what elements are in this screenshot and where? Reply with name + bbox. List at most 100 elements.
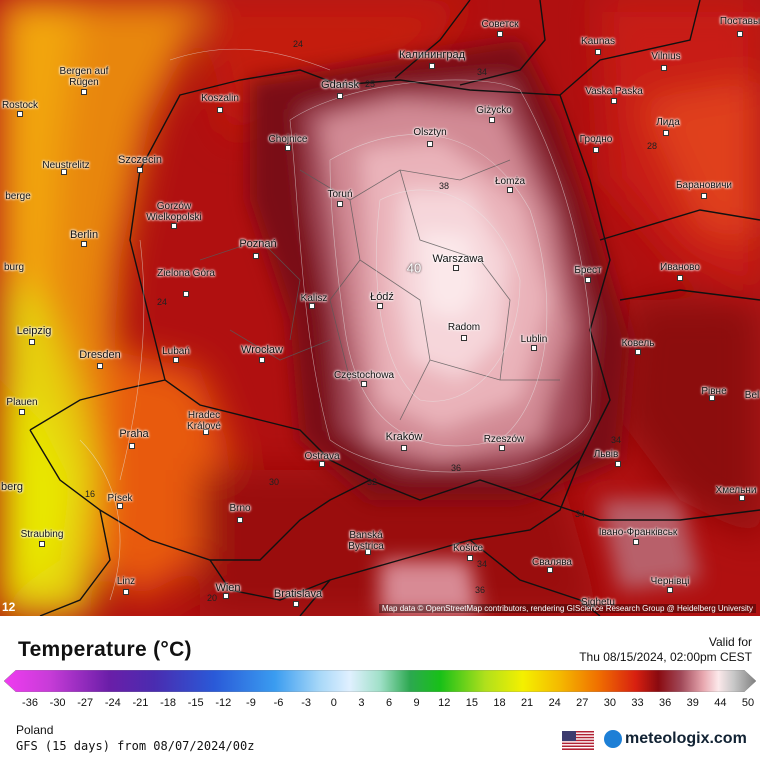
scale-tick-label: 9 <box>413 697 420 709</box>
scale-tick-label: -18 <box>160 697 177 709</box>
frame-badge: 12 <box>2 600 16 614</box>
valid-time: Thu 08/15/2024, 02:00pm CEST <box>579 650 752 664</box>
city-label: Berlin <box>69 229 99 241</box>
temperature-map[interactable]: Советск Поставы Kaunas Vilnius Калинингр… <box>0 0 760 616</box>
city-label: Hradec Králové <box>187 410 221 432</box>
city-label: Zielona Góra <box>157 268 215 279</box>
city-label: berge <box>5 191 31 202</box>
city-label: Poznań <box>239 238 277 250</box>
isotherm-label: 24 <box>156 297 168 307</box>
scale-tick-label: 12 <box>438 697 451 709</box>
scale-tick-label: 39 <box>686 697 699 709</box>
isotherm-label: 16 <box>84 489 96 499</box>
city-label: Гродно <box>579 134 613 145</box>
isotherm-label: 36 <box>450 463 462 473</box>
map-title: Temperature (°C) <box>18 638 192 661</box>
city-label: Gdańsk <box>321 79 359 91</box>
city-label: Košice <box>452 543 484 554</box>
city-label: Kaunas <box>581 36 615 47</box>
city-label: Иваново <box>660 262 700 273</box>
scale-tick-label: -24 <box>104 697 121 709</box>
city-label: Свалява <box>532 557 572 568</box>
city-label: Vilnius <box>651 51 681 62</box>
scale-tick-label: 27 <box>576 697 589 709</box>
city-label: Sighetu <box>581 597 615 608</box>
isotherm-label: 40 <box>406 260 422 276</box>
isotherm-label: 34 <box>476 67 488 77</box>
city-label: Bel <box>744 390 760 401</box>
city-label: Львів <box>593 449 619 460</box>
scale-tick-labels: -36 -30 -27 -24 -21 -18 -15 -12 -9 -6 -3 0 3 6 9 12 15 18… <box>0 697 760 711</box>
scale-tick-label: 33 <box>631 697 644 709</box>
scale-tick-label: 44 <box>714 697 727 709</box>
isotherm-label: 30 <box>268 477 280 487</box>
city-label: Giżycko <box>476 105 512 116</box>
city-label: Plauen <box>6 397 38 408</box>
city-label: Wrocław <box>241 344 283 356</box>
city-label: Rostock <box>1 100 39 111</box>
isotherm-lines <box>79 48 593 601</box>
city-label: Rzeszów <box>483 434 525 445</box>
map-attribution[interactable]: Map data © OpenStreetMap contributors, r… <box>378 604 756 613</box>
city-label: Bergen auf Rügen <box>59 66 109 88</box>
scale-tick-label: 0 <box>330 697 337 709</box>
isotherm-label: 24 <box>292 39 304 49</box>
brand-logo[interactable]: meteologix.com <box>604 730 747 748</box>
city-label: Лида <box>656 117 680 128</box>
color-scale-bar <box>4 670 756 692</box>
brand-name: meteologix.com <box>625 730 747 747</box>
city-label: Straubing <box>20 529 64 540</box>
scale-tick-label: 50 <box>741 697 755 709</box>
city-label: burg <box>3 262 25 273</box>
city-label: Banská Bystrica <box>348 530 384 552</box>
city-label: Vaska Paska <box>585 86 643 97</box>
scale-tick-label: -36 <box>22 697 38 709</box>
model-run: GFS (15 days) from 08/07/2024/00z <box>16 739 255 753</box>
country-borders <box>29 0 760 616</box>
city-label: Olsztyn <box>413 127 447 138</box>
city-label: Warszawa <box>432 253 484 265</box>
scale-tick-label: 6 <box>385 697 393 709</box>
scale-tick-label: 36 <box>659 697 672 709</box>
isotherm-label: 38 <box>438 181 450 191</box>
city-label: Kalisz <box>300 293 328 304</box>
city-label: Lubań <box>162 346 190 357</box>
city-label: Częstochowa <box>333 370 395 381</box>
city-label: Bratislava <box>273 588 323 600</box>
scale-tick-label: -15 <box>187 697 204 709</box>
city-label: Wien <box>215 582 241 594</box>
city-label: berg <box>0 481 24 493</box>
region-name: Poland <box>16 723 54 737</box>
isotherm-label: 36 <box>474 585 486 595</box>
isotherm-label: 28 <box>646 141 658 151</box>
city-label: Radom <box>447 322 481 333</box>
city-label: Рівне <box>701 386 727 397</box>
scale-tick-label: -27 <box>77 697 94 709</box>
globe-icon <box>604 730 622 748</box>
city-label: Барановичи <box>675 180 733 191</box>
city-label: Łomża <box>494 176 526 187</box>
city-label: Toruń <box>327 189 353 200</box>
scale-tick-label: -21 <box>132 697 149 709</box>
city-label: Dresden <box>79 349 121 361</box>
scale-tick-label: 15 <box>465 697 478 709</box>
scale-tick-label: 21 <box>520 697 534 709</box>
city-label: Gorzów Wielkopolski <box>146 201 202 223</box>
us-flag-icon[interactable] <box>562 731 594 750</box>
city-label: Chojnice <box>268 134 308 145</box>
city-label: Хмельни <box>715 485 757 496</box>
isotherm-label: 34 <box>574 509 586 519</box>
city-label: Ковель <box>621 338 655 349</box>
city-label: Łódź <box>370 291 394 303</box>
city-label: Praha <box>119 428 149 440</box>
city-label: Linz <box>116 576 136 587</box>
scale-tick-label: -12 <box>215 697 232 709</box>
city-label: Івано-Франківськ <box>598 527 678 538</box>
isotherm-label: 34 <box>476 559 488 569</box>
isotherm-label: 25 <box>364 79 376 89</box>
region-borders <box>199 159 560 421</box>
scale-tick-label: -3 <box>301 697 312 709</box>
temperature-field <box>0 0 760 616</box>
scale-tick-label: 3 <box>358 697 365 709</box>
city-label: Leipzig <box>16 325 52 337</box>
